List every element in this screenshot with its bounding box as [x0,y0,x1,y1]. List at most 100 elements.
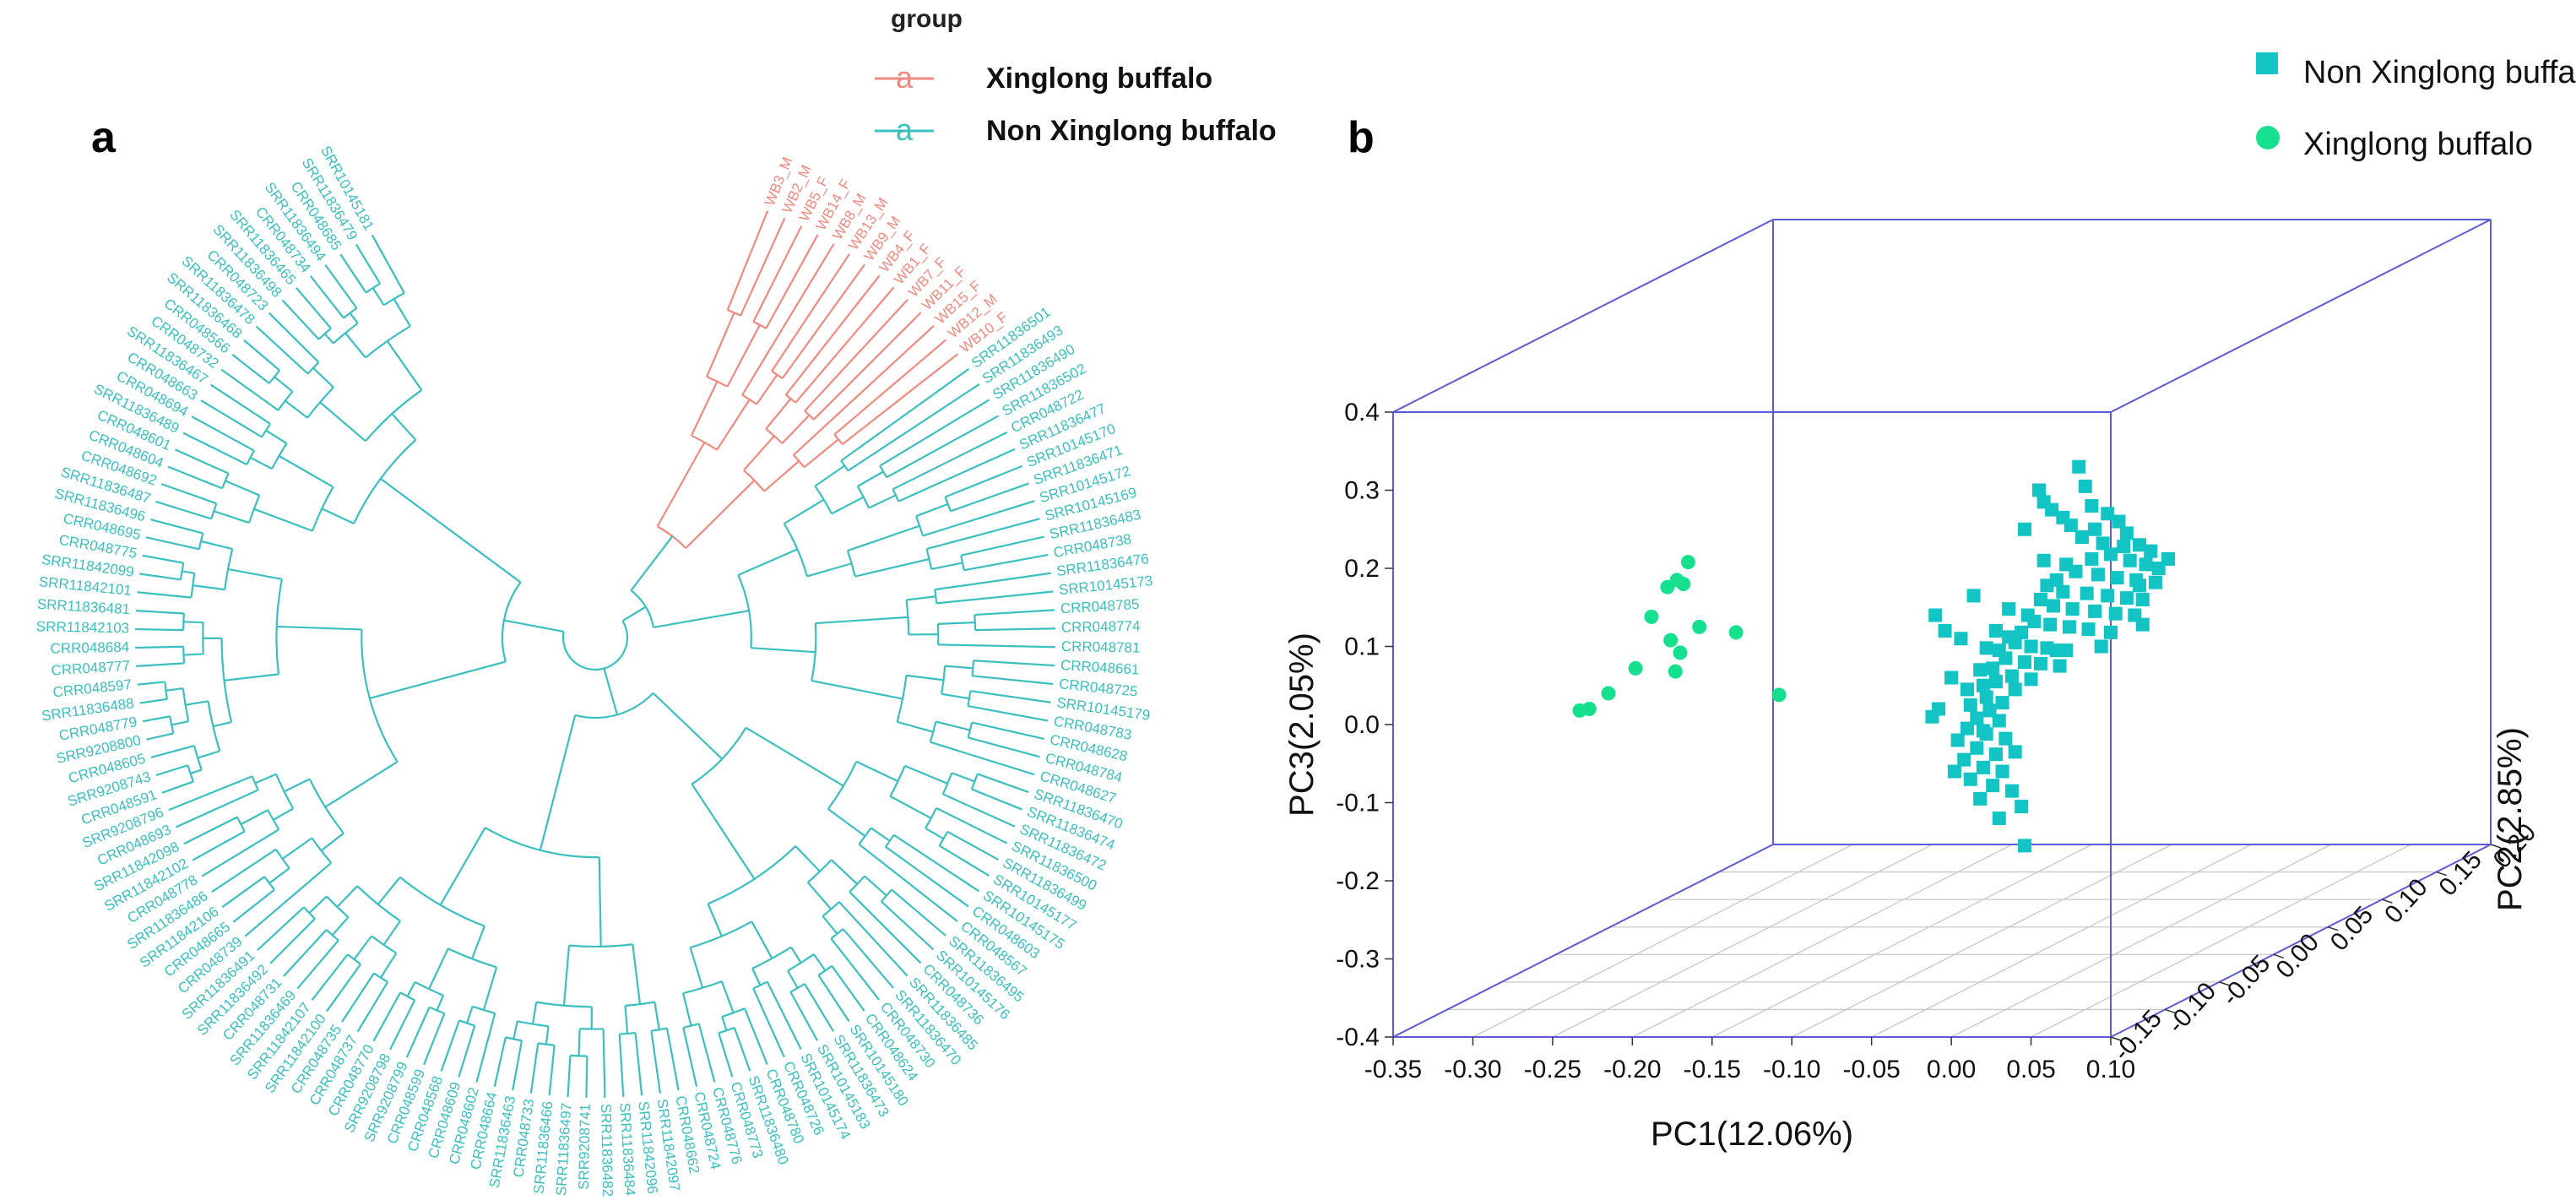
y-tick-mark [2382,899,2393,904]
tree-arc [517,1020,549,1028]
tree-branch [833,339,947,436]
tree-branch [137,591,192,599]
leaf-label: CRR048774 [1061,618,1141,636]
tree-branch [634,1032,643,1096]
tree-arc [536,1001,592,1008]
tree-branch [240,809,268,826]
tree-branch [935,720,971,731]
tree-branch [539,714,577,851]
point-non-xinglong [2112,514,2126,529]
tree-branch [145,536,200,551]
dendrogram-legend: group a Xinglong buffalo a Non Xinglong … [875,5,1277,147]
tree-branch [737,548,798,576]
point-non-xinglong [2049,643,2064,658]
tree-branch [765,398,792,430]
floor-gridline [1791,844,2172,1038]
tree-branch [512,1040,523,1091]
tree-branch [285,399,308,419]
point-non-xinglong [1928,608,1943,622]
tree-branch [817,975,850,1023]
tree-branch [904,764,948,785]
tree-branch [726,210,769,311]
tree-arc [630,589,655,628]
tree-branch [781,263,865,379]
tree-branch [972,675,1054,686]
tree-arc [458,1019,475,1027]
tree-branch [193,584,225,591]
circular-dendrogram: WB3_MWB2_MWB5_FWB14_FWB8_MWB13_MWB9_MWB4… [36,144,1153,1197]
tree-arc [682,980,723,995]
tree-branch [849,891,922,964]
y-tick-label: 0.10 [2379,873,2433,928]
tree-branch [440,1020,460,1072]
box-edge [1392,219,1774,413]
point-non-xinglong [1995,696,2009,710]
point-non-xinglong [1995,764,2009,779]
tree-branch [618,1034,625,1098]
tree-arc [929,721,937,743]
tree-branch [339,253,367,294]
box-edge [1392,844,1774,1038]
point-non-xinglong [2053,659,2067,673]
tree-branch [870,827,891,842]
tree-arc [941,665,946,694]
point-non-xinglong [1925,709,1939,724]
tree-branch [139,698,168,704]
point-non-xinglong [2008,635,2022,649]
tree-branch [192,830,246,861]
y-tick-mark [2219,981,2230,986]
tree-arc [833,433,843,445]
pca-legend: Non Xinglong buffalo Xinglong buffalo [2256,52,2576,162]
point-non-xinglong [2135,593,2150,606]
tree-branch [789,991,819,1041]
legend-square-marker [2256,52,2278,74]
point-non-xinglong [1992,714,2006,728]
tree-branch [406,981,416,997]
tree-branch [268,867,290,884]
tree-branch [756,374,778,405]
tree-branch [745,726,844,787]
tree-branch [814,464,845,487]
tree-arc [306,361,320,375]
tree-branch [787,970,799,989]
point-non-xinglong [2123,553,2137,567]
point-non-xinglong [1957,752,1971,767]
tree-branch [231,354,270,384]
tree-branch [320,832,344,852]
tree-branch [458,1025,476,1078]
tree-branch [681,992,692,1026]
tree-branch [250,456,273,470]
point-non-xinglong [1970,711,1984,725]
tree-branch [685,480,756,549]
point-non-xinglong [1976,760,1990,774]
x-tick-label: 0.05 [2006,1056,2055,1083]
tree-branch [585,1056,588,1098]
point-non-xinglong [2104,547,2118,562]
tree-branch [847,383,980,472]
tree-arc [365,389,423,443]
tree-branch [970,690,1051,703]
tree-branch [630,535,674,591]
point-non-xinglong [1982,703,1997,718]
tree-arc [472,1005,496,1014]
tree-branch [213,721,232,728]
z-tick-label: -0.3 [1336,946,1380,974]
tree-branch [423,1013,446,1066]
tree-branch [139,573,182,581]
point-non-xinglong [2043,617,2058,632]
tree-branch [892,431,1008,491]
tree-branch [545,1026,550,1045]
tree-arc [706,376,729,388]
point-non-xinglong [2078,479,2092,493]
tree-branch [813,953,827,971]
y-tick-label: -0.05 [2216,950,2275,1012]
leaf-label: SRR11836484 [616,1102,638,1196]
tree-branch [881,900,935,951]
tree-branch [355,243,382,285]
tree-branch [930,562,963,571]
point-non-xinglong [1950,733,1965,747]
tree-branch [167,465,223,490]
tree-branch [281,837,313,860]
tree-arc [187,764,194,782]
tree-branch [771,253,850,372]
